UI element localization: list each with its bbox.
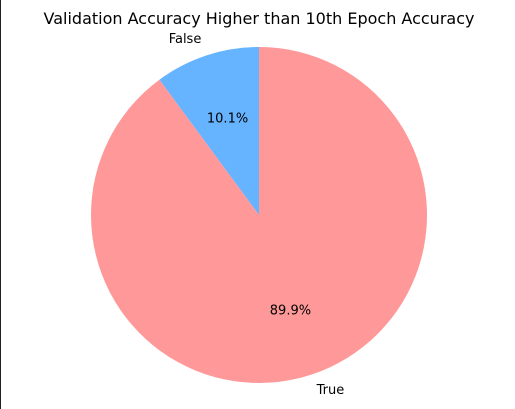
slice-label-true: True (316, 383, 345, 398)
pie-slice-true (91, 47, 427, 383)
slice-percent-true: 89.9% (270, 303, 311, 318)
slice-percent-false: 10.1% (207, 112, 248, 127)
chart-title: Validation Accuracy Higher than 10th Epo… (44, 9, 475, 28)
pie-slices (91, 47, 427, 383)
pie-labels: False 10.1% True 89.9% (169, 32, 345, 398)
pie-slice-false (159, 47, 259, 215)
figure-left-border (0, 0, 1, 409)
slice-label-false: False (169, 32, 202, 47)
